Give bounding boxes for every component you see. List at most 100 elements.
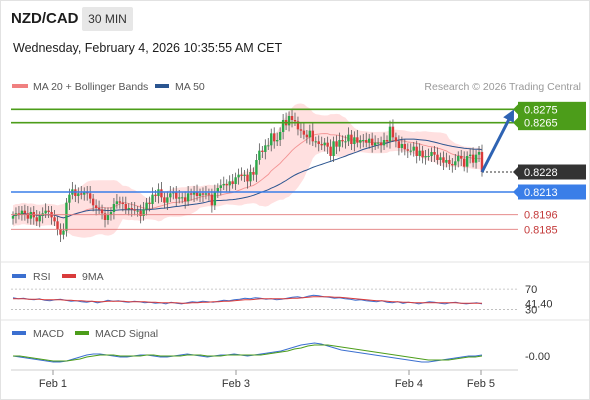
support-label-box [518, 184, 586, 200]
candle-body [255, 160, 258, 175]
candle-body [296, 121, 300, 130]
rsi-ma-legend-label: 9MA [82, 271, 104, 283]
candle-body [23, 210, 27, 214]
candle-body [320, 144, 323, 146]
macd-series-signal [13, 344, 483, 362]
candle-body [142, 209, 145, 216]
candle-body [445, 160, 448, 163]
candle-body [273, 133, 276, 142]
candle-body [462, 158, 466, 167]
candle-body [460, 156, 463, 159]
resistance-label-box [518, 115, 586, 131]
rsi-level-label: 70 [525, 284, 537, 296]
candle-body [368, 138, 371, 143]
candle-body [169, 193, 172, 198]
candle-body [305, 134, 309, 138]
candle-body [424, 156, 427, 158]
candle-body [480, 152, 484, 172]
candle-body [314, 141, 317, 143]
candle-body [391, 126, 395, 138]
candle-body [166, 197, 169, 203]
x-tick-label: Feb 3 [222, 378, 250, 390]
candle-body [477, 152, 481, 155]
x-tick-label: Feb 5 [467, 378, 495, 390]
candle-body [474, 154, 478, 163]
price-levels: 0.8275 0.8265 0.8228 0.8213 0.8196 0.8185 [11, 101, 586, 236]
candle-body [103, 213, 107, 220]
candle-body [370, 138, 374, 146]
candle-body [160, 189, 163, 198]
candle-body [121, 202, 125, 204]
candle-body [100, 209, 104, 214]
candle-body [329, 146, 332, 156]
candle-body [439, 157, 442, 160]
rsi-level-label: 30 [525, 304, 537, 316]
candle-body [359, 140, 362, 143]
candle-body [109, 212, 113, 215]
candle-body [192, 192, 196, 195]
candle-body [249, 172, 252, 182]
candle-body [136, 210, 139, 212]
candle-body [180, 197, 184, 199]
macd-signal-legend-swatch [75, 331, 89, 335]
macd-signal-legend-label: MACD Signal [95, 328, 158, 340]
candle-body [127, 208, 130, 210]
support-label: 0.8213 [524, 187, 558, 199]
candle-body [195, 192, 199, 196]
candle-body [115, 201, 119, 204]
candle-body [183, 197, 187, 202]
candle-body [317, 141, 320, 144]
candle-body [246, 174, 249, 182]
candle-body [468, 154, 472, 156]
candle-body [118, 201, 122, 203]
candle-body [347, 134, 350, 142]
candle-body [344, 141, 347, 143]
candle-body [264, 145, 267, 152]
candle-body [77, 193, 80, 196]
candle-body [240, 174, 243, 176]
timeframe-button[interactable]: 30 MIN [82, 7, 133, 31]
candle-body [454, 161, 457, 166]
support_low-label: 0.8196 [524, 210, 558, 222]
candle-body [261, 150, 264, 152]
candle-body [106, 214, 110, 220]
candle-body [20, 210, 24, 215]
candle-body [97, 208, 101, 210]
candle-body [65, 202, 68, 231]
candle-body [397, 141, 401, 148]
rsi-series-9ma [13, 296, 482, 304]
forecast-arrow-shaft [480, 116, 512, 173]
rsi-legend-label: RSI [33, 271, 51, 283]
candle-body [290, 116, 294, 120]
candle-body [350, 134, 353, 144]
candle-body [53, 217, 56, 222]
ma20-legend-label: MA 20 + Bollinger Bands [33, 81, 148, 93]
candle-body [38, 216, 41, 222]
resistance-label: 0.8265 [524, 118, 558, 130]
candle-body [213, 192, 217, 206]
candle-body [427, 156, 430, 157]
ma50-legend-label: MA 50 [175, 81, 205, 93]
candle-body [418, 150, 421, 156]
candle-body [388, 126, 392, 142]
price-plot [11, 103, 484, 242]
candle-body [29, 212, 33, 219]
candle-body [332, 141, 335, 156]
resistance-label-box [518, 101, 586, 117]
candle-body [267, 145, 270, 147]
candle-body [353, 137, 356, 144]
candle-body [234, 177, 237, 184]
candle-body [145, 202, 148, 210]
candle-body [382, 140, 386, 146]
candle-body [47, 210, 50, 212]
candle-body [356, 137, 359, 143]
candle-body [311, 130, 315, 142]
candle-body [94, 205, 98, 208]
candle-body [219, 185, 222, 188]
candle-body [210, 194, 214, 206]
candle-body [415, 146, 418, 156]
candle-body [421, 150, 424, 158]
candle-body [465, 156, 469, 167]
candle-body [228, 181, 231, 186]
